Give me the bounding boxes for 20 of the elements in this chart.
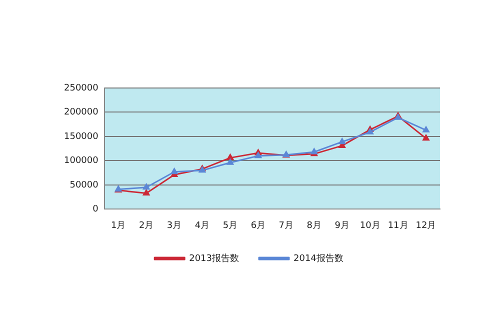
- x-tick-label: 9月: [334, 220, 350, 231]
- y-tick-label: 50000: [70, 180, 99, 190]
- y-tick-label: 150000: [64, 132, 99, 142]
- x-tick-label: 3月: [166, 220, 182, 231]
- x-tick-label: 4月: [194, 220, 210, 231]
- legend-label: 2013报告数: [189, 252, 239, 264]
- x-tick-label: 8月: [306, 220, 322, 231]
- x-tick-label: 2月: [138, 220, 154, 231]
- y-tick-label: 200000: [64, 108, 99, 118]
- x-tick-label: 11月: [388, 220, 408, 231]
- x-tick-label: 5月: [222, 220, 238, 231]
- x-tick-label: 6月: [250, 220, 266, 231]
- y-tick-label: 250000: [64, 83, 99, 94]
- x-tick-label: 10月: [360, 220, 380, 231]
- x-tick-label: 12月: [416, 220, 436, 231]
- x-tick-label: 1月: [110, 220, 126, 231]
- y-tick-label: 0: [92, 204, 99, 215]
- legend-label: 2014报告数: [294, 252, 344, 264]
- x-tick-label: 7月: [278, 220, 294, 231]
- y-tick-label: 100000: [64, 156, 99, 166]
